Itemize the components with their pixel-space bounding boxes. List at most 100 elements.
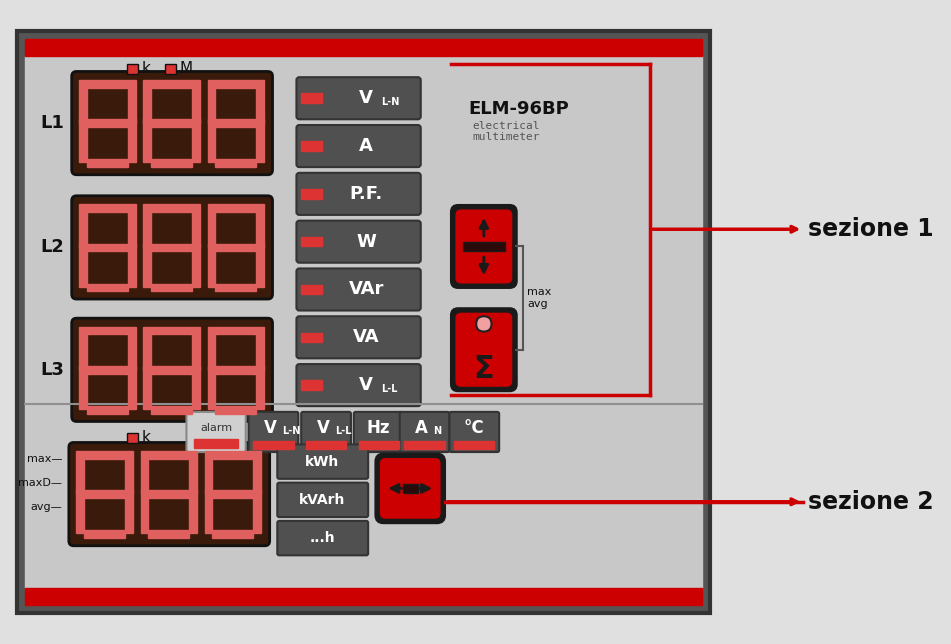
Text: V: V <box>264 419 277 437</box>
Bar <box>151 160 192 167</box>
Bar <box>306 440 346 449</box>
FancyBboxPatch shape <box>354 412 403 452</box>
Bar <box>194 439 238 448</box>
FancyBboxPatch shape <box>301 412 351 452</box>
Bar <box>25 39 702 56</box>
Text: k: k <box>142 61 150 76</box>
Bar <box>192 327 200 370</box>
Bar <box>144 119 151 162</box>
FancyBboxPatch shape <box>297 77 420 119</box>
FancyBboxPatch shape <box>278 482 368 517</box>
Bar <box>402 484 417 493</box>
Bar <box>84 451 126 459</box>
Bar <box>215 160 256 167</box>
Bar <box>151 243 192 251</box>
FancyBboxPatch shape <box>456 314 512 386</box>
Bar <box>207 327 215 370</box>
Bar <box>144 366 151 409</box>
Bar <box>126 490 133 533</box>
Text: avg—: avg— <box>30 502 62 511</box>
Bar <box>301 237 322 247</box>
FancyBboxPatch shape <box>71 318 273 421</box>
Bar <box>144 204 151 247</box>
Text: max—: max— <box>27 454 62 464</box>
Bar <box>192 243 200 287</box>
FancyBboxPatch shape <box>450 412 499 452</box>
FancyBboxPatch shape <box>71 196 273 299</box>
Bar <box>301 93 322 103</box>
FancyBboxPatch shape <box>452 308 516 391</box>
Text: P.F.: P.F. <box>350 185 383 203</box>
Bar <box>215 327 256 334</box>
Text: max: max <box>527 287 552 298</box>
FancyBboxPatch shape <box>376 454 445 523</box>
Bar <box>359 440 398 449</box>
Text: maxD—: maxD— <box>18 478 62 488</box>
Text: L1: L1 <box>41 114 65 132</box>
Bar <box>301 285 322 294</box>
FancyBboxPatch shape <box>71 71 273 175</box>
Bar <box>128 327 136 370</box>
FancyBboxPatch shape <box>297 269 420 310</box>
Bar <box>151 80 192 88</box>
Bar <box>128 119 136 162</box>
Bar <box>207 204 215 247</box>
Text: avg: avg <box>527 299 548 309</box>
Bar <box>207 119 215 162</box>
Bar <box>301 141 322 151</box>
Bar <box>256 366 264 409</box>
Bar <box>151 366 192 374</box>
Bar <box>87 327 128 334</box>
Text: L2: L2 <box>41 238 65 256</box>
Bar <box>144 327 151 370</box>
Bar <box>151 119 192 127</box>
Bar <box>87 366 128 374</box>
Bar <box>212 451 253 459</box>
Bar <box>25 588 702 605</box>
Text: L-L: L-L <box>335 426 351 436</box>
Bar <box>256 80 264 123</box>
Bar <box>253 490 262 533</box>
Bar <box>165 64 176 74</box>
Bar <box>87 406 128 414</box>
Bar <box>189 490 197 533</box>
Text: kVArh: kVArh <box>299 493 345 507</box>
Bar <box>212 490 253 498</box>
Bar <box>79 327 87 370</box>
Text: sezione 1: sezione 1 <box>808 217 934 242</box>
FancyBboxPatch shape <box>456 210 512 283</box>
Bar <box>215 406 256 414</box>
Bar <box>404 440 445 449</box>
Bar <box>207 366 215 409</box>
Bar <box>87 119 128 127</box>
Text: L3: L3 <box>41 361 65 379</box>
Bar <box>189 451 197 494</box>
Text: ...h: ...h <box>309 531 335 545</box>
Bar <box>144 80 151 123</box>
Bar <box>215 284 256 291</box>
Bar <box>79 80 87 123</box>
Bar <box>256 119 264 162</box>
Text: V: V <box>359 376 373 394</box>
Text: L-L: L-L <box>381 384 398 394</box>
Bar <box>256 243 264 287</box>
Bar <box>301 189 322 198</box>
Text: sezione 2: sezione 2 <box>808 490 934 514</box>
Bar <box>253 451 262 494</box>
Text: L-N: L-N <box>381 97 400 107</box>
FancyBboxPatch shape <box>297 125 420 167</box>
Bar <box>79 119 87 162</box>
Bar <box>128 204 136 247</box>
FancyBboxPatch shape <box>399 412 450 452</box>
Bar <box>215 243 256 251</box>
Text: VAr: VAr <box>349 281 384 298</box>
Bar <box>192 204 200 247</box>
Bar <box>151 284 192 291</box>
Bar <box>215 119 256 127</box>
Bar <box>84 490 126 498</box>
Bar <box>151 327 192 334</box>
Text: k: k <box>142 430 150 445</box>
Text: VA: VA <box>353 328 379 346</box>
Bar <box>148 451 189 459</box>
Text: V: V <box>317 419 330 437</box>
